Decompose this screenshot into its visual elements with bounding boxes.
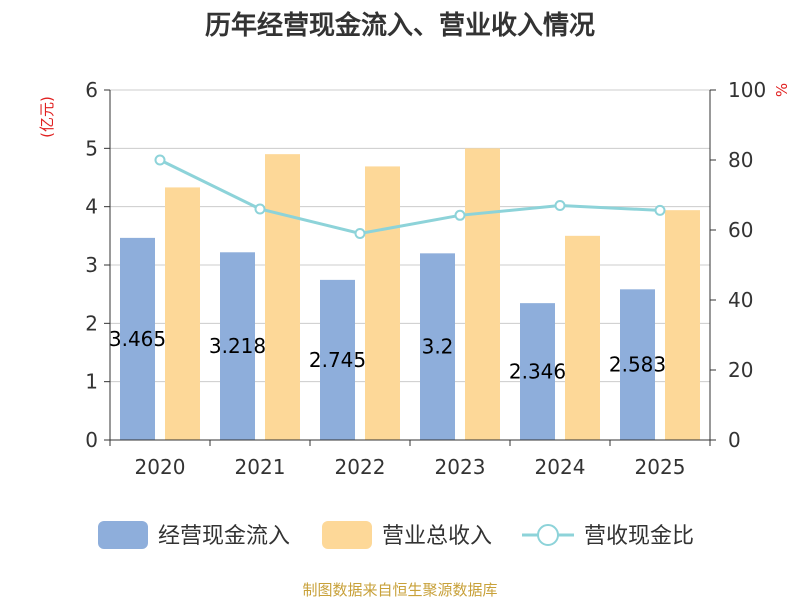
legend: 经营现金流入 营业总收入 营收现金比 <box>98 521 694 549</box>
bars <box>120 148 700 441</box>
bar-revenue-2020 <box>165 187 200 440</box>
bar-revenue-2022 <box>365 166 400 440</box>
bar-cash-inflow-2023 <box>420 253 455 440</box>
legend-swatch-revenue <box>322 521 372 549</box>
legend-label-ratio: 营收现金比 <box>584 524 694 549</box>
source-note: 制图数据来自恒生聚源数据库 <box>302 581 497 599</box>
left-tick-label: 1 <box>85 370 98 394</box>
gridlines <box>110 89 710 383</box>
x-tick-label: 2021 <box>235 455 286 479</box>
left-tick-label: 5 <box>85 136 98 160</box>
data-label-2023: 3.2 <box>422 335 454 359</box>
ratio-point-2025 <box>654 204 666 216</box>
x-tick-label: 2023 <box>435 455 486 479</box>
x-tick-label: 2024 <box>535 455 586 479</box>
right-tick-label: 40 <box>728 288 753 312</box>
right-tick-label: 100 <box>728 78 766 102</box>
ratio-point-2024 <box>554 200 566 211</box>
x-tick-label: 2022 <box>335 455 386 479</box>
right-tick-label: 0 <box>728 428 741 452</box>
data-label-2021: 3.218 <box>209 334 266 358</box>
left-tick-label: 4 <box>85 195 98 219</box>
left-tick-label: 6 <box>85 78 98 102</box>
chart-title: 历年经营现金流入、营业收入情况 <box>205 10 595 41</box>
data-label-2024: 2.346 <box>509 360 566 384</box>
ratio-point-2021 <box>254 203 266 215</box>
x-tick-label: 2020 <box>135 455 186 479</box>
bar-revenue-2023 <box>465 148 500 441</box>
bar-revenue-2024 <box>565 235 600 440</box>
legend-label-revenue: 营业总收入 <box>382 524 492 549</box>
left-tick-label: 3 <box>85 253 98 277</box>
left-axis-unit: (亿元) <box>38 96 56 138</box>
right-axis-unit: % <box>773 83 791 97</box>
legend-swatch-cash-inflow <box>98 521 148 549</box>
data-labels: 3.465 3.218 2.745 3.2 2.346 2.583 <box>109 327 666 384</box>
ratio-point-2020 <box>154 154 166 166</box>
bar-cash-inflow-2025 <box>620 289 655 440</box>
bar-cash-inflow-2024 <box>520 303 555 440</box>
right-tick-label: 80 <box>728 148 753 172</box>
right-tick-label: 20 <box>728 358 753 382</box>
x-tick-label: 2025 <box>635 455 686 479</box>
bar-revenue-2021 <box>265 154 300 440</box>
data-label-2020: 3.465 <box>109 327 166 351</box>
bar-cash-inflow-2022 <box>320 279 355 440</box>
left-tick-label: 0 <box>85 428 98 452</box>
ratio-point-2022 <box>354 228 366 239</box>
ratio-line <box>159 158 661 236</box>
right-tick-label: 60 <box>728 218 753 242</box>
legend-marker-ratio <box>537 524 559 546</box>
ratio-point-2023 <box>454 209 466 221</box>
bar-cash-inflow-2021 <box>220 252 255 440</box>
ratio-line-series <box>154 154 666 239</box>
left-tick-label: 2 <box>85 311 98 335</box>
data-label-2022: 2.745 <box>309 348 366 372</box>
data-label-2025: 2.583 <box>609 353 666 377</box>
bar-cash-inflow-2020 <box>120 237 155 440</box>
legend-label-cash-inflow: 经营现金流入 <box>158 524 290 549</box>
bar-revenue-2025 <box>665 210 700 440</box>
